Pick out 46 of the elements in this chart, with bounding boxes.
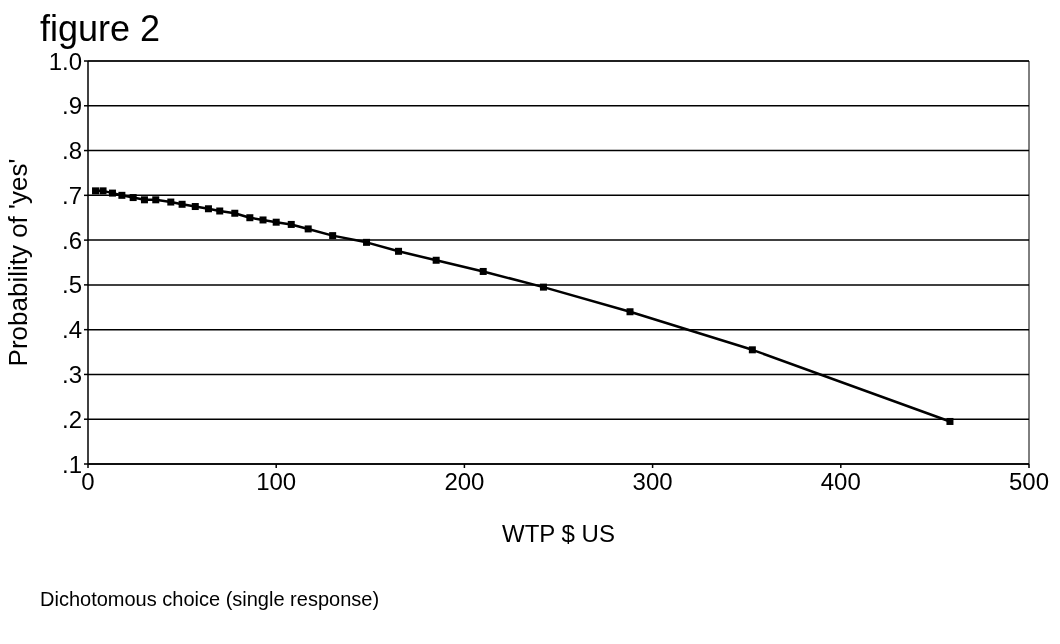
point — [140, 196, 148, 204]
point — [231, 209, 239, 217]
x-axis-title: WTP $ US — [502, 520, 615, 547]
point — [167, 198, 175, 206]
point — [118, 191, 126, 199]
x-tick-label: 500 — [1008, 468, 1050, 495]
point — [259, 216, 267, 224]
y-tick-label: .2 — [61, 405, 82, 433]
x-tick-label: 300 — [632, 468, 673, 495]
y-tick-label: .8 — [61, 137, 82, 165]
y-tick-label: .9 — [61, 92, 82, 120]
point — [748, 346, 756, 354]
point — [204, 205, 212, 213]
x-tick-label: 200 — [444, 468, 485, 495]
point — [152, 196, 160, 204]
y-tick-label: .6 — [61, 226, 82, 254]
x-tick-label: 100 — [256, 468, 297, 495]
x-tick-label: 400 — [820, 468, 861, 495]
point — [108, 189, 116, 197]
point — [329, 232, 337, 240]
y-tick-label: .3 — [61, 360, 82, 388]
point — [479, 267, 487, 275]
point — [287, 220, 295, 228]
y-tick-label: .5 — [61, 271, 82, 299]
y-axis-title: Probability of 'yes' — [3, 158, 34, 367]
text: Dichotomous choice (single response) — [40, 588, 380, 611]
point — [99, 187, 107, 195]
y-tick-label: .4 — [61, 316, 82, 344]
point — [395, 247, 403, 255]
x-tick-label: 0 — [81, 468, 95, 495]
point — [272, 218, 280, 226]
point — [304, 225, 312, 233]
point — [626, 308, 634, 316]
point — [432, 256, 440, 264]
point — [178, 200, 186, 208]
point — [216, 207, 224, 215]
y-tick-label: .7 — [61, 181, 82, 209]
point — [191, 203, 199, 211]
point — [539, 283, 547, 291]
point — [246, 214, 254, 222]
point — [946, 417, 954, 425]
point — [363, 238, 371, 246]
point — [92, 187, 100, 195]
chart-title: figure 2 — [40, 8, 161, 50]
y-tick-label: .1 — [61, 450, 82, 478]
point — [129, 194, 137, 202]
